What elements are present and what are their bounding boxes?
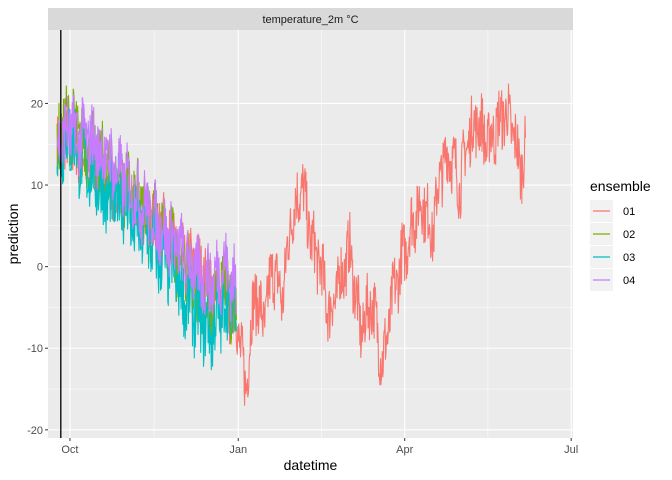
legend-label-04: 04 xyxy=(623,275,635,287)
y-axis: -20 -10 0 10 20 xyxy=(27,98,48,437)
x-tick-label: Jul xyxy=(564,444,578,456)
y-tick-label: -10 xyxy=(27,343,43,355)
legend-label-03: 03 xyxy=(623,252,635,264)
series-line-04 xyxy=(56,94,237,323)
y-axis-title: prediction xyxy=(5,204,21,265)
y-tick-label: -20 xyxy=(27,425,43,437)
grid-lines xyxy=(48,30,573,438)
x-axis-title: datetime xyxy=(284,457,338,473)
legend-title: ensemble xyxy=(590,178,651,194)
legend-label-01: 01 xyxy=(623,206,635,218)
y-tick-label: 10 xyxy=(31,180,43,192)
facet-strip xyxy=(48,8,573,30)
plot-panel xyxy=(48,30,573,438)
legend-label-02: 02 xyxy=(623,229,635,241)
x-axis: Oct Jan Apr Jul xyxy=(61,438,578,456)
y-tick-label: 0 xyxy=(37,262,43,274)
y-tick-label: 20 xyxy=(31,98,43,110)
facet-title: temperature_2m °C xyxy=(262,14,358,26)
x-tick-label: Jan xyxy=(229,444,247,456)
legend: ensemble 01 02 03 04 xyxy=(590,178,651,291)
x-tick-label: Apr xyxy=(396,444,413,456)
x-tick-label: Oct xyxy=(61,444,78,456)
series-layer xyxy=(56,83,526,406)
